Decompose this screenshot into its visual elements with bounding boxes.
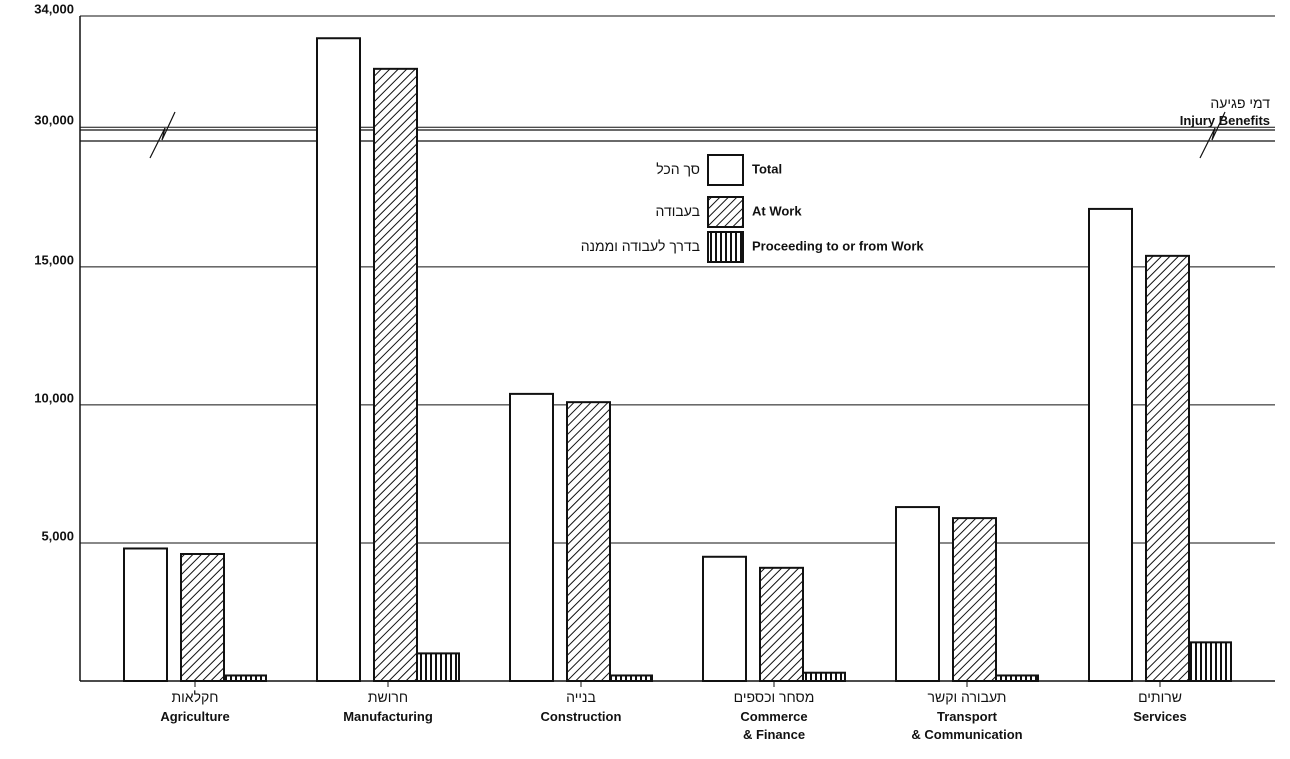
bar (759, 566, 804, 682)
bar (566, 401, 611, 682)
x-tick-label: Construction (540, 709, 622, 724)
y-tick-label: 15,000 (34, 252, 74, 267)
x-tick-label-he: חרושת (367, 689, 409, 705)
chart-title-he: דמי פגיעה (1210, 95, 1270, 111)
bar (1188, 641, 1232, 682)
bar (1088, 207, 1133, 682)
x-tick-label: Transport & Communication (911, 709, 1023, 742)
x-tick-label-he: חקלאות (171, 689, 219, 705)
legend: Total At Work Proceeding to or from Work (707, 154, 924, 263)
bar (123, 547, 168, 683)
x-tick-label-he: מסחר וכספים (733, 689, 815, 705)
y-tick-label: 10,000 (34, 390, 74, 405)
x-tick-label: Commerce & Finance (740, 709, 808, 742)
x-tick-label-he: בנייה (566, 689, 596, 705)
bar (895, 506, 940, 682)
bar (995, 674, 1039, 682)
bar (180, 553, 225, 683)
bar (373, 67, 418, 682)
legend-label-he: בעבודה (655, 203, 700, 219)
legend-label: Total (752, 161, 782, 176)
legend-label-he: סך הכל (656, 161, 700, 177)
y-tick-label: 5,000 (41, 528, 74, 543)
legend-label-he: בדרך לעבודה וממנה (580, 238, 700, 254)
x-tick-label: Services (1133, 709, 1187, 724)
bar (1145, 254, 1190, 682)
x-tick-label: Agriculture (160, 709, 230, 724)
legend-swatch (707, 231, 744, 263)
bar (316, 37, 361, 683)
y-tick-label: 34,000 (34, 1, 74, 16)
bar (609, 674, 653, 682)
legend-label: At Work (752, 203, 802, 218)
bar (509, 392, 554, 682)
bar (223, 674, 267, 682)
legend-swatch (707, 154, 744, 186)
break-mark (149, 111, 176, 159)
x-tick-label-he: שרותים (1138, 689, 1182, 705)
chart-title: Injury Benefits (1179, 113, 1270, 128)
x-tick-label-he: תעבורה וקשר (927, 689, 1007, 705)
legend-swatch (707, 196, 744, 228)
y-tick-label: 30,000 (34, 113, 74, 128)
x-tick-label: Manufacturing (343, 709, 433, 724)
bar (702, 555, 747, 682)
bar (952, 517, 997, 683)
bar (416, 652, 460, 683)
break-mark (1199, 111, 1226, 159)
legend-label: Proceeding to or from Work (752, 238, 924, 253)
bar (802, 671, 846, 682)
